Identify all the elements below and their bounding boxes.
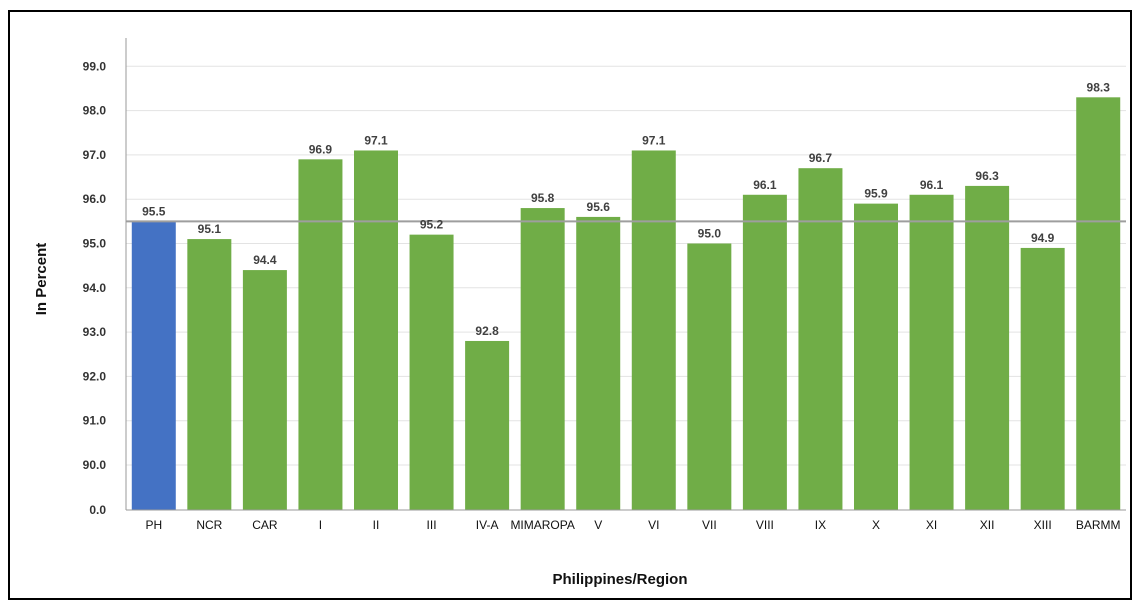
- value-label: 94.4: [253, 253, 277, 267]
- bar-v: [576, 216, 621, 511]
- bar-xiii: [1020, 247, 1065, 510]
- bar-iii: [409, 234, 454, 510]
- y-tick-label: 93.0: [83, 325, 107, 339]
- bar-ph: [131, 221, 176, 510]
- y-tick-label: 0.0: [89, 503, 106, 517]
- y-axis-ticks: 0.0 90.0 91.0 92.0 93.0 94.0 95.0 96.0 97.0 98.0 9…: [83, 59, 107, 517]
- bar-vi: [631, 150, 676, 510]
- value-label: 95.2: [420, 218, 444, 232]
- value-label: 95.0: [698, 227, 722, 241]
- x-tick-label: VIII: [756, 518, 774, 532]
- value-label: 96.7: [809, 151, 833, 165]
- gridlines: [126, 65, 1126, 466]
- y-tick-label: 95.0: [83, 237, 107, 251]
- value-label: 96.1: [753, 178, 777, 192]
- bar-barmm: [1076, 97, 1121, 510]
- x-tick-label: PH: [145, 518, 162, 532]
- bar-mimaropa: [520, 208, 565, 510]
- x-tick-label: IV-A: [476, 518, 499, 532]
- x-tick-label: VI: [648, 518, 659, 532]
- x-tick-label: XIII: [1034, 518, 1052, 532]
- bar-ix: [798, 168, 843, 510]
- x-tick-label: II: [373, 518, 380, 532]
- x-tick-label: III: [427, 518, 437, 532]
- value-label: 96.3: [975, 169, 999, 183]
- value-labels: 95.5 95.1 94.4 96.9 97.1 95.2 92.8 95.8 95.6 97.1…: [142, 80, 1110, 338]
- x-tick-label: XI: [926, 518, 937, 532]
- value-label: 95.5: [142, 204, 166, 218]
- x-axis-ticks: PH NCR CAR I II III IV-A MIMAROPA V VI VII VIII IX X X…: [145, 518, 1120, 532]
- y-tick-label: 97.0: [83, 148, 107, 162]
- bar-i: [298, 159, 343, 510]
- x-tick-label: BARMM: [1076, 518, 1121, 532]
- value-label: 94.9: [1031, 231, 1055, 245]
- x-tick-label: MIMAROPA: [510, 518, 574, 532]
- value-label: 96.1: [920, 178, 944, 192]
- bar-ii: [354, 150, 398, 510]
- value-label: 97.1: [364, 133, 388, 147]
- bar-ncr: [187, 239, 232, 510]
- value-label: 98.3: [1087, 80, 1111, 94]
- bar-iv-a: [465, 340, 510, 510]
- x-tick-label: V: [594, 518, 602, 532]
- value-label: 95.1: [198, 222, 222, 236]
- bar-viii: [742, 194, 787, 510]
- value-label: 95.8: [531, 191, 555, 205]
- x-tick-label: I: [319, 518, 322, 532]
- x-tick-label: VII: [702, 518, 717, 532]
- bar-car: [242, 270, 287, 510]
- y-tick-label: 90.0: [83, 458, 107, 472]
- x-tick-label: X: [872, 518, 880, 532]
- y-tick-label: 98.0: [83, 104, 107, 118]
- value-label: 96.9: [309, 142, 333, 156]
- value-label: 95.6: [587, 200, 611, 214]
- x-tick-label: CAR: [252, 518, 278, 532]
- y-tick-label: 99.0: [83, 59, 107, 73]
- y-tick-label: 96.0: [83, 192, 107, 206]
- bars: [131, 97, 1121, 511]
- x-tick-label: XII: [980, 518, 995, 532]
- y-tick-label: 92.0: [83, 369, 107, 383]
- bar-xii: [965, 185, 1010, 510]
- bar-vii: [687, 243, 732, 510]
- value-label: 95.9: [864, 187, 888, 201]
- y-axis-title: In Percent: [33, 243, 50, 316]
- bar-xi: [909, 194, 954, 510]
- x-axis-title: Philippines/Region: [552, 571, 687, 588]
- x-tick-label: IX: [815, 518, 826, 532]
- bar-x: [854, 203, 898, 510]
- y-tick-label: 94.0: [83, 281, 107, 295]
- value-label: 97.1: [642, 133, 666, 147]
- x-tick-label: NCR: [196, 518, 222, 532]
- value-label: 92.8: [475, 324, 499, 338]
- y-tick-label: 91.0: [83, 414, 107, 428]
